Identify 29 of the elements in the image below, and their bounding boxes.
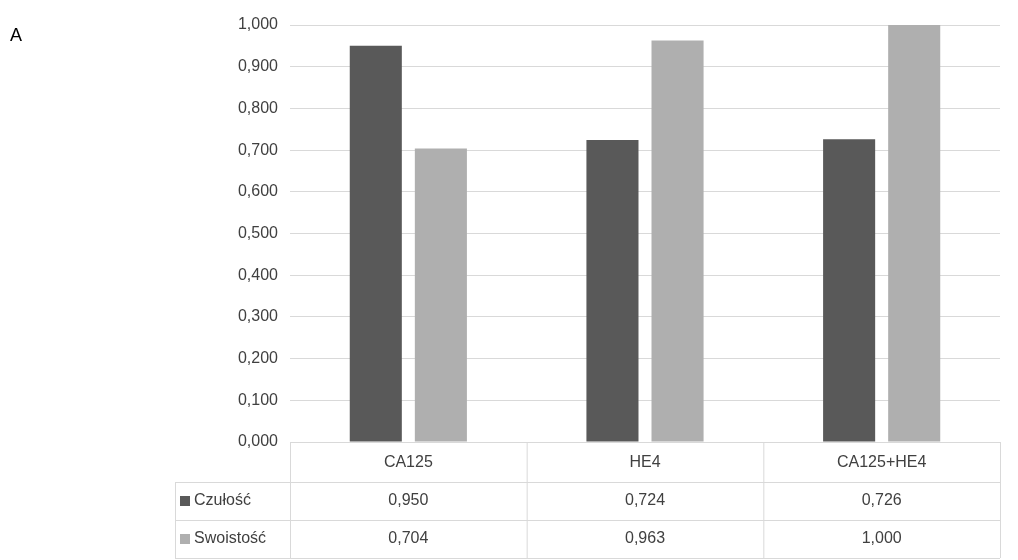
data-label: 0,950 xyxy=(388,491,429,509)
data-label: 0,726 xyxy=(861,491,902,509)
bar xyxy=(888,25,941,442)
bar xyxy=(823,139,876,442)
x-tick-label: CA125+HE4 xyxy=(836,453,927,471)
bar xyxy=(651,40,704,442)
x-tick-label: CA125 xyxy=(383,453,433,471)
bar xyxy=(349,45,402,442)
y-tick-label: 0,400 xyxy=(237,265,279,283)
y-tick-label: 0,200 xyxy=(237,349,279,367)
legend-label: Swoistość xyxy=(194,529,267,547)
x-tick-label: HE4 xyxy=(629,453,661,471)
data-label: 0,704 xyxy=(388,529,429,547)
text: A xyxy=(10,24,23,45)
data-label: 0,963 xyxy=(624,529,666,547)
legend-label: Czułość xyxy=(194,491,251,509)
y-tick-label: 0,800 xyxy=(237,98,279,116)
data-label: 1,000 xyxy=(861,529,902,547)
data-label: 0,724 xyxy=(624,491,666,509)
y-tick-label: 0,300 xyxy=(237,307,279,325)
y-tick-label: 0,900 xyxy=(237,57,279,75)
y-tick-label: 1,000 xyxy=(237,15,279,33)
y-tick-label: 0,000 xyxy=(237,432,279,450)
bar xyxy=(414,148,467,442)
y-tick-label: 0,100 xyxy=(237,390,279,408)
y-tick-label: 0,600 xyxy=(237,182,279,200)
y-tick-label: 0,700 xyxy=(237,140,279,158)
bar xyxy=(586,140,639,442)
y-tick-label: 0,500 xyxy=(237,223,279,241)
